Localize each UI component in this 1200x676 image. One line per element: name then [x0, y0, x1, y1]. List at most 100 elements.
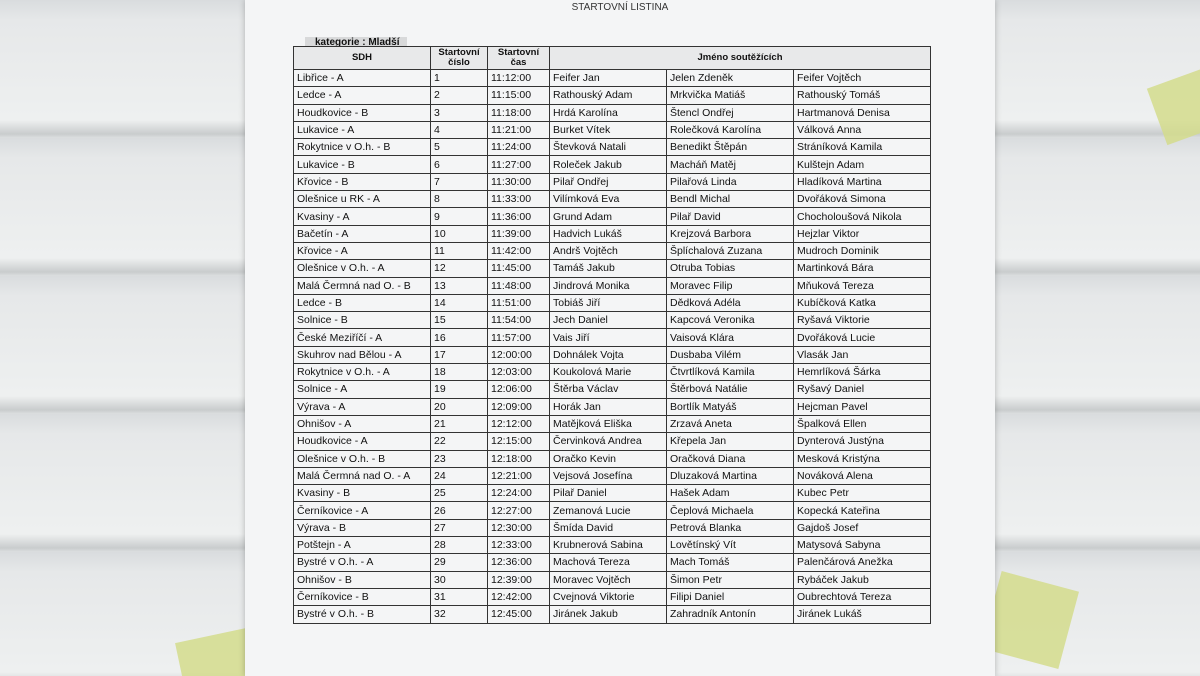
- table-row: Kvasiny - B 25 12:24:00 Pilař Daniel Hašek A…: [293, 484, 931, 503]
- table-cell: Ryšavý Daniel: [793, 380, 931, 399]
- table-row: České Meziříčí - A 16 11:57:00 Vais Jiří Vai…: [293, 328, 931, 347]
- table-cell: Oračko Kevin: [549, 449, 667, 468]
- table-cell: 12:39:00: [487, 570, 550, 589]
- table-cell: Kopecká Kateřina: [793, 501, 931, 520]
- table-cell: 11:27:00: [487, 155, 550, 174]
- table-cell: 18: [430, 363, 488, 382]
- table-row: Ledce - B 14 11:51:00 Tobiáš Jiří Dědková Ad…: [293, 293, 931, 313]
- table-cell: Burket Vítek: [549, 120, 667, 140]
- table-row: Rokytnice v O.h. - B 5 11:24:00 Števková Na…: [293, 138, 931, 157]
- column-header: Jméno soutěžících: [549, 46, 931, 70]
- table-cell: 12:45:00: [487, 605, 550, 624]
- table-cell: Bačetín - A: [293, 224, 431, 243]
- table-cell: Malá Čermná nad O. - A: [293, 466, 431, 486]
- table-cell: 19: [430, 380, 488, 399]
- table-cell: 8: [430, 190, 488, 209]
- table-cell: 12:36:00: [487, 553, 550, 572]
- table-row: Skuhrov nad Bělou - A 17 12:00:00 Dohnálek …: [293, 345, 931, 365]
- table-cell: 31: [430, 587, 488, 607]
- table-row: Olešnice u RK - A 8 11:33:00 Vilímková Eva B…: [293, 190, 931, 209]
- table-cell: Ohnišov - B: [293, 570, 431, 589]
- table-cell: 7: [430, 172, 488, 192]
- start-list-table: SDH Startovní číslo Startovní čas Jméno …: [293, 46, 931, 624]
- table-row: Ohnišov - A 21 12:12:00 Matějková Eliška Zrz…: [293, 414, 931, 434]
- table-cell: Matějková Eliška: [549, 414, 667, 434]
- table-row: Malá Čermná nad O. - A 24 12:21:00 Vejsová …: [293, 466, 931, 486]
- tape: [981, 571, 1079, 669]
- table-cell: Libřice - A: [293, 68, 431, 88]
- table-cell: 12:24:00: [487, 484, 550, 503]
- table-cell: Moravec Vojtěch: [549, 570, 667, 589]
- table-cell: Dědková Adéla: [666, 293, 794, 313]
- table-row: Libřice - A 1 11:12:00 Feifer Jan Jelen Zden…: [293, 68, 931, 88]
- table-cell: 15: [430, 311, 488, 330]
- table-row: Ohnišov - B 30 12:39:00 Moravec Vojtěch Šimo…: [293, 570, 931, 589]
- table-cell: 12:30:00: [487, 518, 550, 538]
- table-cell: 32: [430, 605, 488, 624]
- table-cell: Křovice - A: [293, 241, 431, 261]
- table-cell: 12:09:00: [487, 397, 550, 416]
- table-row: Solnice - A 19 12:06:00 Štěrba Václav Štěrbo…: [293, 380, 931, 399]
- column-header: Startovní čas: [487, 46, 550, 70]
- table-cell: 11:48:00: [487, 276, 550, 295]
- table-cell: 11:30:00: [487, 172, 550, 192]
- table-cell: Hrdá Karolína: [549, 103, 667, 122]
- table-cell: Nováková Alena: [793, 466, 931, 486]
- table-cell: 12:06:00: [487, 380, 550, 399]
- table-cell: Ledce - A: [293, 86, 431, 105]
- table-cell: Houdkovice - B: [293, 103, 431, 122]
- table-cell: 12:42:00: [487, 587, 550, 607]
- table-row: Výrava - B 27 12:30:00 Šmída David Petrová B…: [293, 518, 931, 538]
- table-cell: Čtvrtlíková Kamila: [666, 363, 794, 382]
- table-cell: Tobiáš Jiří: [549, 293, 667, 313]
- table-row: Křovice - B 7 11:30:00 Pilař Ondřej Pilařová…: [293, 172, 931, 192]
- table-cell: Vlasák Jan: [793, 345, 931, 365]
- table-cell: 29: [430, 553, 488, 572]
- table-row: Bystré v O.h. - A 29 12:36:00 Machová Terez…: [293, 553, 931, 572]
- table-cell: 21: [430, 414, 488, 434]
- table-cell: Bendl Michal: [666, 190, 794, 209]
- table-row: Černíkovice - A 26 12:27:00 Zemanová Lucie Č…: [293, 501, 931, 520]
- table-row: Černíkovice - B 31 12:42:00 Cvejnová Viktor…: [293, 587, 931, 607]
- table-cell: 23: [430, 449, 488, 468]
- table-cell: 6: [430, 155, 488, 174]
- table-cell: Lukavice - A: [293, 120, 431, 140]
- table-cell: Feifer Jan: [549, 68, 667, 88]
- table-cell: 12:12:00: [487, 414, 550, 434]
- table-cell: Horák Jan: [549, 397, 667, 416]
- table-cell: Andrš Vojtěch: [549, 241, 667, 261]
- table-cell: Mudroch Dominik: [793, 241, 931, 261]
- table-cell: Kubec Petr: [793, 484, 931, 503]
- table-cell: Potštejn - A: [293, 536, 431, 555]
- table-cell: 11:54:00: [487, 311, 550, 330]
- table-cell: Petrová Blanka: [666, 518, 794, 538]
- table-cell: Malá Čermná nad O. - B: [293, 276, 431, 295]
- table-cell: Lukavice - B: [293, 155, 431, 174]
- table-cell: Macháň Matěj: [666, 155, 794, 174]
- table-cell: Pilař Daniel: [549, 484, 667, 503]
- table-cell: 11:21:00: [487, 120, 550, 140]
- table-cell: 12:03:00: [487, 363, 550, 382]
- table-cell: Červinková Andrea: [549, 432, 667, 451]
- table-cell: 24: [430, 466, 488, 486]
- table-cell: Oubrechtová Tereza: [793, 587, 931, 607]
- table-cell: Dynterová Justýna: [793, 432, 931, 451]
- table-cell: Skuhrov nad Bělou - A: [293, 345, 431, 365]
- table-cell: Pilařová Linda: [666, 172, 794, 192]
- table-cell: 12:27:00: [487, 501, 550, 520]
- table-cell: Cvejnová Viktorie: [549, 587, 667, 607]
- table-cell: Štěrba Václav: [549, 380, 667, 399]
- table-cell: Benedikt Štěpán: [666, 138, 794, 157]
- table-cell: Křepela Jan: [666, 432, 794, 451]
- table-cell: Bystré v O.h. - B: [293, 605, 431, 624]
- table-cell: Zahradník Antonín: [666, 605, 794, 624]
- table-cell: Jiránek Jakub: [549, 605, 667, 624]
- table-cell: Hartmanová Denisa: [793, 103, 931, 122]
- table-cell: 12:00:00: [487, 345, 550, 365]
- table-cell: Vejsová Josefína: [549, 466, 667, 486]
- table-cell: 11:51:00: [487, 293, 550, 313]
- table-cell: 11: [430, 241, 488, 261]
- table-row: Rokytnice v O.h. - A 18 12:03:00 Koukolová …: [293, 363, 931, 382]
- table-row: Bačetín - A 10 11:39:00 Hadvich Lukáš Krejzo…: [293, 224, 931, 243]
- table-cell: Kulštejn Adam: [793, 155, 931, 174]
